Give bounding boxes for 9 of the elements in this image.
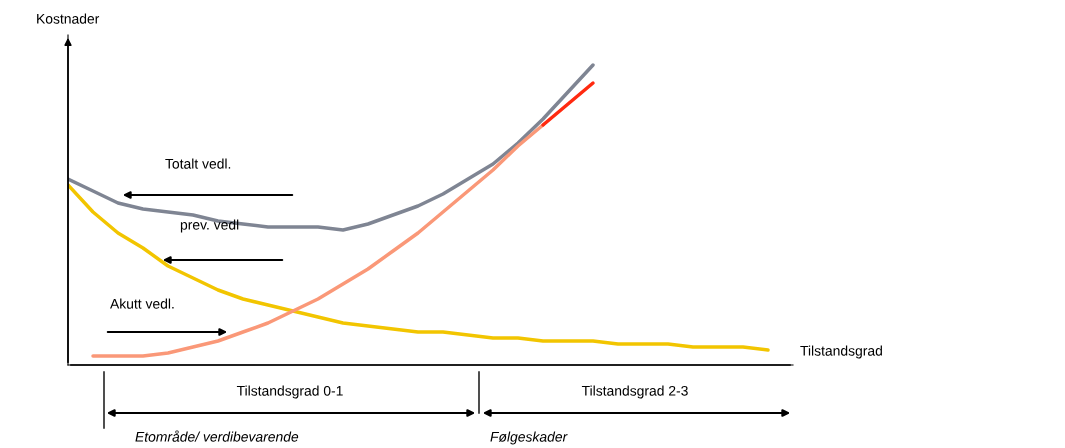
- text: Tilstandsgrad 0-1: [236, 385, 343, 399]
- annotation: prev. vedl: [180, 219, 239, 233]
- y-axis-title: Kostnader: [37, 13, 100, 24]
- annotation: Totalt vedl.: [165, 158, 231, 169]
- x-axis-title: Tilstandsgrad: [800, 345, 882, 359]
- text: Tilstandsgrad 2-3: [581, 385, 688, 399]
- text: Etområde/ verdibevarende: [135, 430, 299, 442]
- text: Følgeskader: [490, 431, 568, 445]
- annotation: Akutt vedl.: [110, 298, 174, 309]
